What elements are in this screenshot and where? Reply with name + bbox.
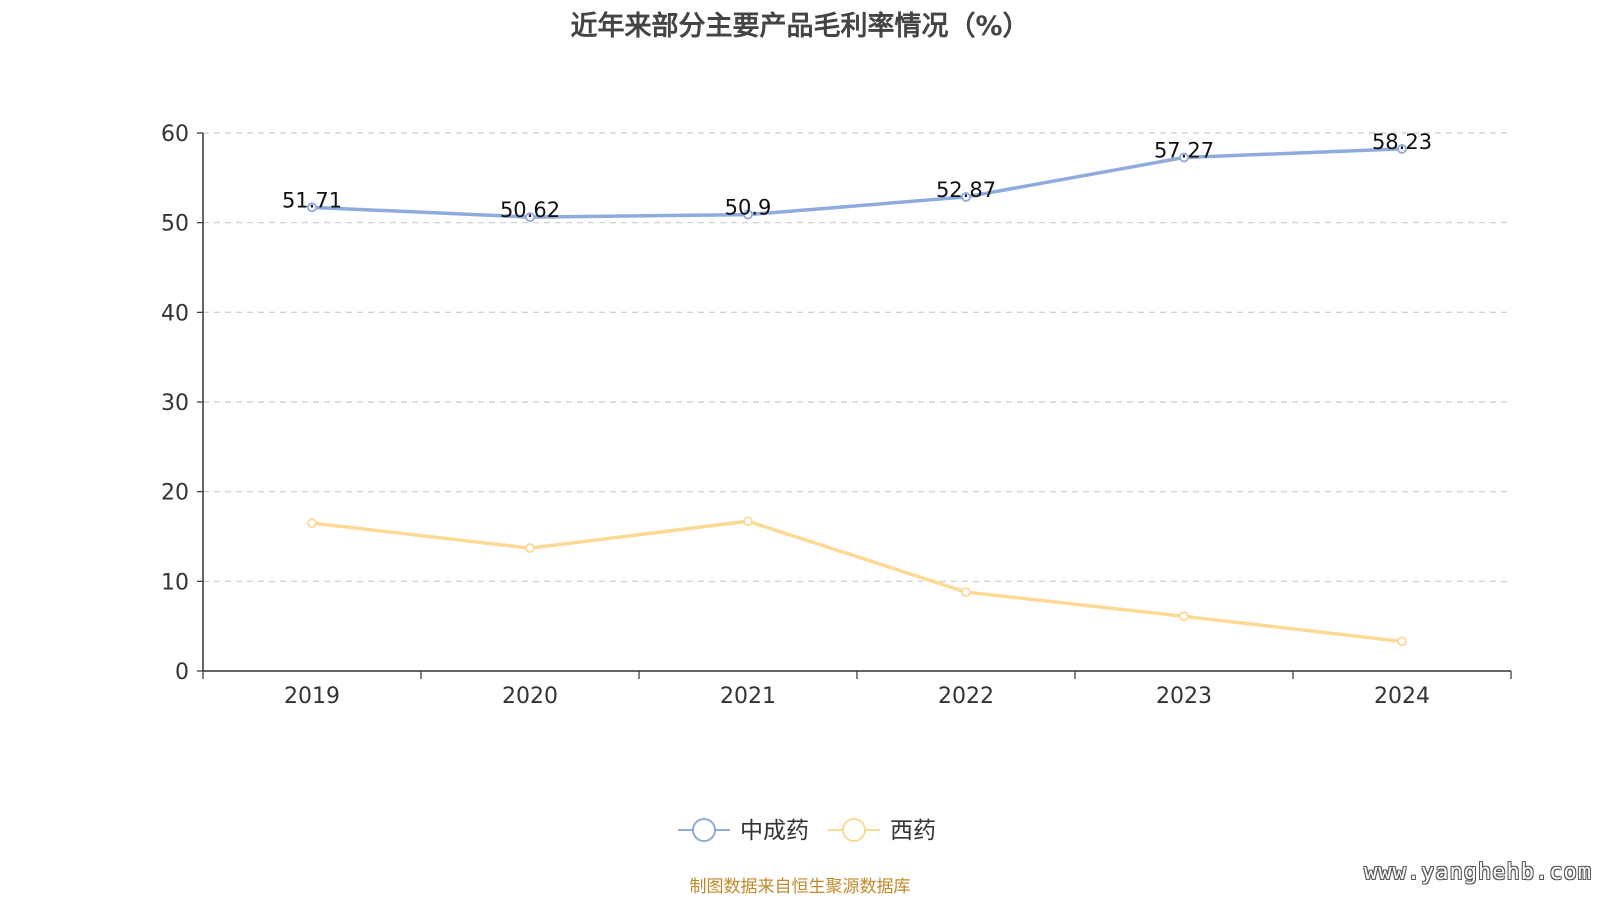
y-tick-label-0: 0 xyxy=(175,660,189,685)
series-0-point-2023[interactable] xyxy=(1179,152,1189,163)
legend-marker-1 xyxy=(842,818,866,842)
watermark: www.yanghehb.com xyxy=(1364,860,1592,885)
data-label-0-2020: 50.62 xyxy=(500,198,560,222)
data-label-0-2021: 50.9 xyxy=(725,196,772,220)
y-tick-label-10: 10 xyxy=(161,570,189,595)
legend-marker-0 xyxy=(692,818,716,842)
grid-lines xyxy=(203,132,1511,582)
data-labels: 51.71 50.62 50.9 52.87 57.27 58.23 xyxy=(282,130,1432,222)
y-tick-label-40: 40 xyxy=(161,301,189,326)
x-tick-label-2021: 2021 xyxy=(720,684,776,709)
axes: 0 10 20 30 40 50 60 2019 2020 2021 2022 2023 2024 xyxy=(161,122,1512,709)
y-tick-label-50: 50 xyxy=(161,212,189,237)
chart-title: 近年来部分主要产品毛利率情况（%） xyxy=(570,11,1030,42)
y-tick-label-20: 20 xyxy=(161,481,189,506)
series-line-1 xyxy=(310,519,1404,644)
series-1-point-2023[interactable] xyxy=(1179,611,1189,622)
source-note: 制图数据来自恒生聚源数据库 xyxy=(689,877,911,897)
series-1-point-2024[interactable] xyxy=(1397,636,1407,647)
series-0-point-2022[interactable] xyxy=(961,192,971,202)
data-label-0-2024: 58.23 xyxy=(1372,130,1432,154)
x-tick-label-2022: 2022 xyxy=(938,684,994,709)
x-tick-label-2020: 2020 xyxy=(502,684,558,709)
legend-label-0: 中成药 xyxy=(740,818,809,844)
data-label-0-2019: 51.71 xyxy=(282,188,342,212)
series-0-point-2019[interactable] xyxy=(307,202,317,213)
x-tick-label-2019: 2019 xyxy=(284,684,340,709)
y-tick-label-30: 30 xyxy=(161,391,189,416)
legend-item-0[interactable]: 中成药 xyxy=(678,818,809,844)
legend-item-1[interactable]: 西药 xyxy=(828,818,936,844)
data-label-0-2022: 52.87 xyxy=(936,178,996,202)
x-tick-label-2024: 2024 xyxy=(1374,684,1430,709)
series xyxy=(307,143,1407,647)
series-1-point-2020[interactable] xyxy=(525,543,535,554)
y-tick-label-60: 60 xyxy=(161,122,189,147)
series-line-0 xyxy=(310,147,1404,219)
series-0-point-2024[interactable] xyxy=(1397,143,1407,154)
series-1-point-2021[interactable] xyxy=(743,516,753,527)
data-label-0-2023: 57.27 xyxy=(1154,138,1214,162)
series-1-point-2019[interactable] xyxy=(307,518,317,528)
legend-label-1: 西药 xyxy=(890,818,936,844)
series-1-point-2022[interactable] xyxy=(961,587,971,597)
legend[interactable]: 中成药 西药 xyxy=(678,818,936,844)
series-0-point-2021[interactable] xyxy=(743,209,753,220)
series-0-point-2020[interactable] xyxy=(525,212,535,223)
x-tick-label-2023: 2023 xyxy=(1156,684,1212,709)
